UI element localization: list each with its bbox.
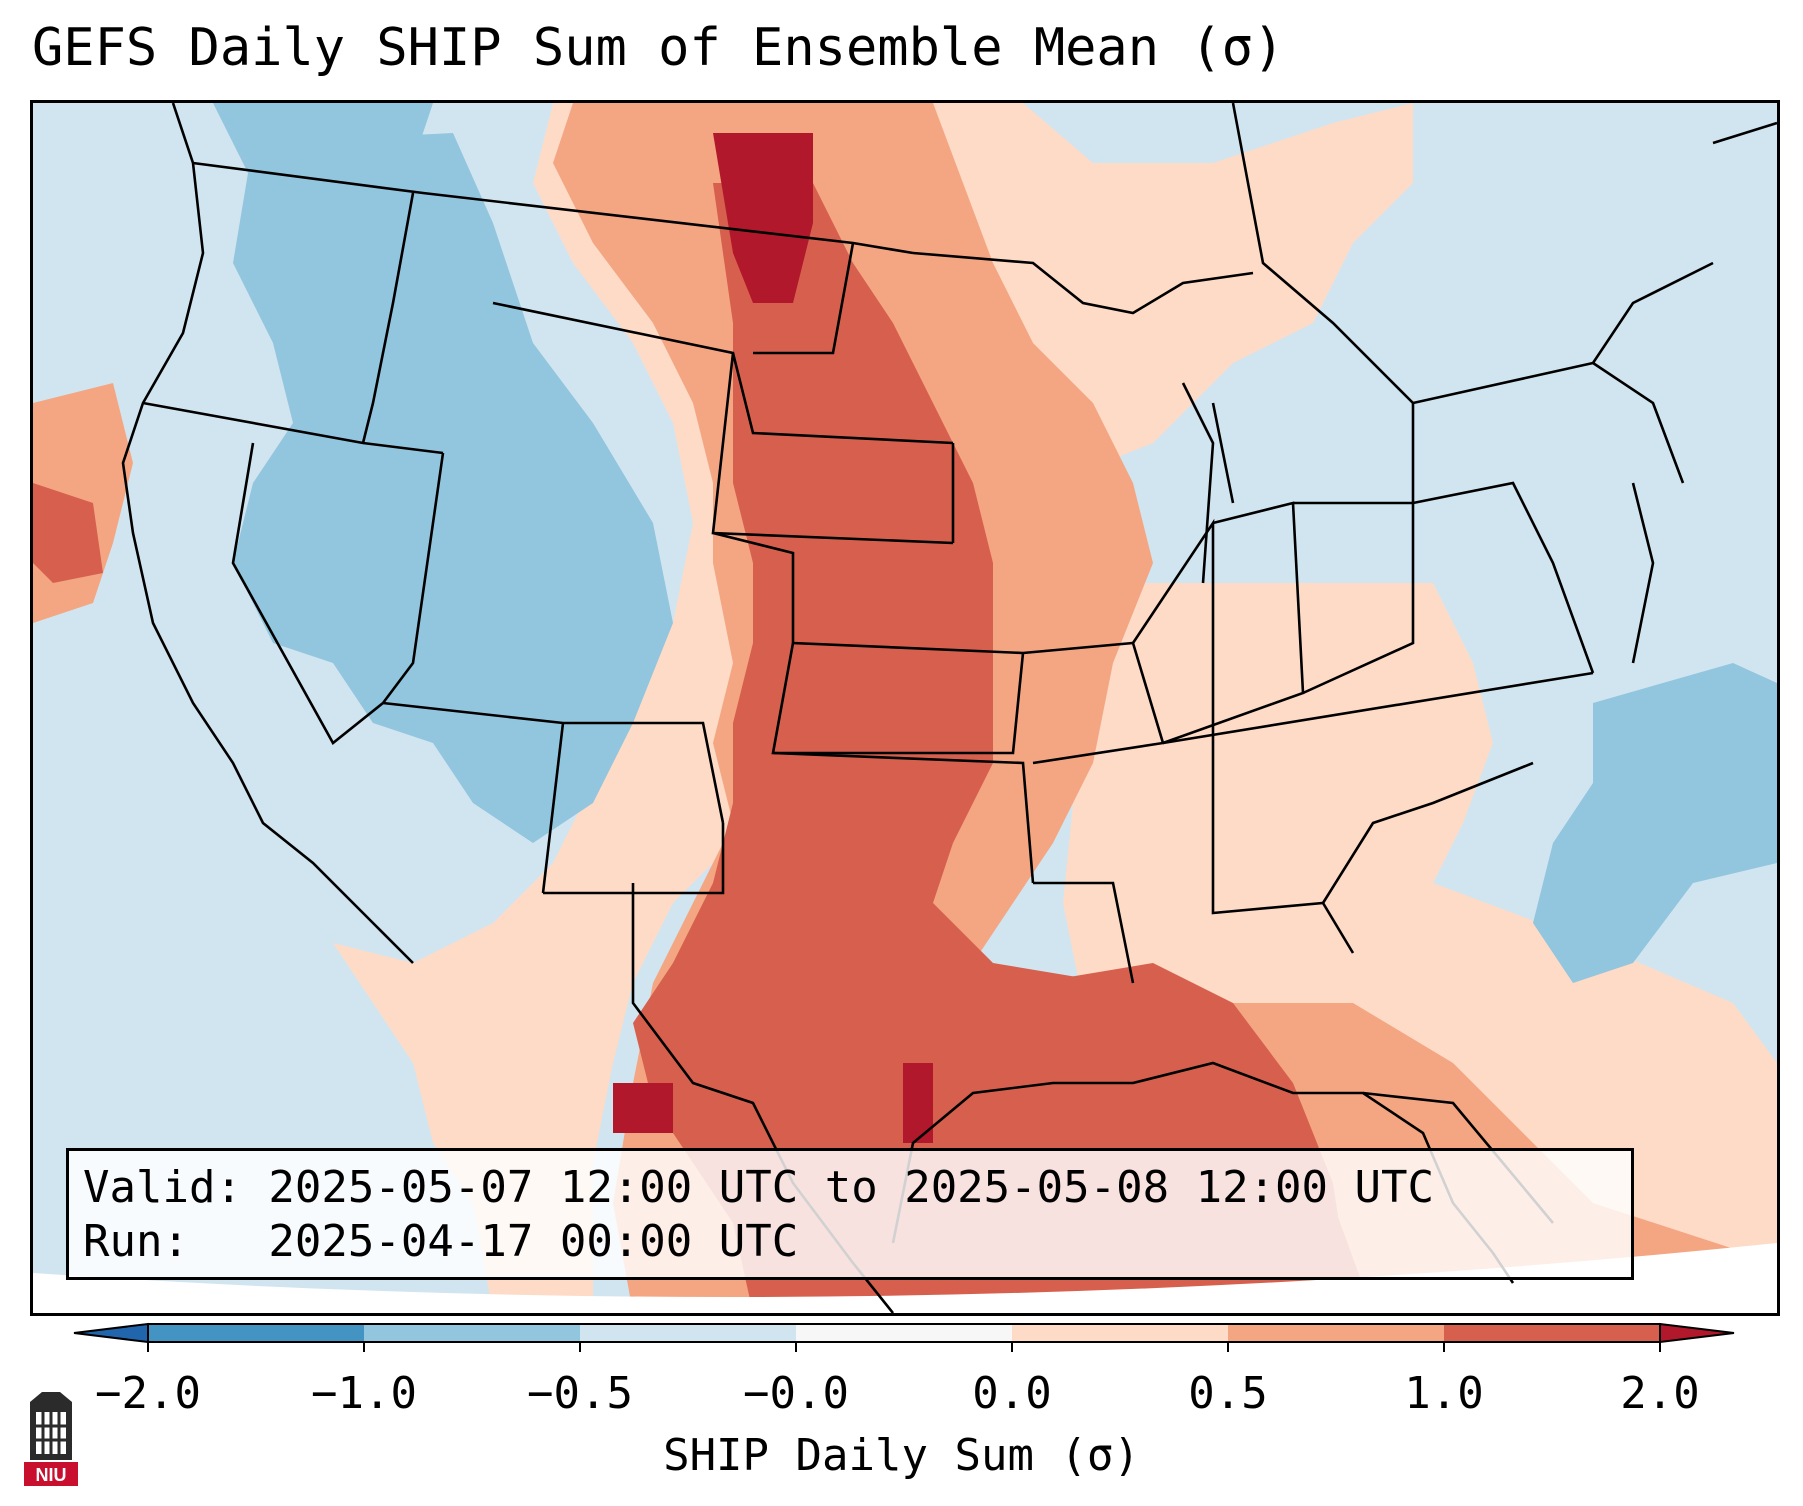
run-time-text: Run: 2025-04-17 00:00 UTC (83, 1216, 799, 1267)
field-medium-blue-ocean (1533, 663, 1777, 983)
colorbar-bin (1228, 1324, 1445, 1342)
colorbar-bin (1444, 1324, 1661, 1342)
field-medium-blue-washington (213, 103, 433, 193)
colorbar-bin (796, 1324, 1013, 1342)
niu-logo: NIU (24, 1392, 78, 1486)
field-medium-blue-west (233, 133, 673, 843)
field-northeast-neutral (1353, 163, 1777, 623)
colorbar-tick-label: 2.0 (1620, 1368, 1700, 1419)
valid-run-info-box: Valid: 2025-05-07 12:00 UTC to 2025-05-0… (66, 1148, 1634, 1280)
colorbar-tick-label: 1.0 (1404, 1368, 1484, 1419)
colorbar-bin (580, 1324, 797, 1342)
valid-time-text: Valid: 2025-05-07 12:00 UTC to 2025-05-0… (83, 1162, 1435, 1213)
colorbar-bin (1012, 1324, 1229, 1342)
field-light-red-region (333, 103, 1413, 1313)
colorbar-tick-label: −2.0 (95, 1368, 201, 1419)
shaded-map (33, 103, 1777, 1313)
colorbar-tick-label: 0.0 (972, 1368, 1052, 1419)
map-panel (30, 100, 1780, 1316)
colorbar-tick-label: 0.5 (1188, 1368, 1268, 1419)
colorbar-tick-label: −0.0 (743, 1368, 849, 1419)
colorbar-label: SHIP Daily Sum (σ) (663, 1430, 1140, 1481)
colorbar-under-triangle (73, 1322, 149, 1344)
colorbar-bin (148, 1324, 365, 1342)
field-dark-red-gulf (903, 1063, 933, 1143)
niu-logo-text: NIU (36, 1465, 67, 1485)
field-dark-red-texas (613, 1083, 673, 1133)
colorbar-tick-label: −0.5 (527, 1368, 633, 1419)
colorbar-tick-label: −1.0 (311, 1368, 417, 1419)
colorbar-over-triangle (1659, 1322, 1735, 1344)
map-title: GEFS Daily SHIP Sum of Ensemble Mean (σ) (32, 18, 1285, 78)
colorbar-bin (364, 1324, 581, 1342)
field-dark-red-dakota (713, 133, 813, 303)
state-borders (121, 103, 1777, 1313)
domain-edge (33, 1243, 1777, 1313)
field-westcoast-dark (33, 483, 103, 583)
colorbar (73, 1322, 1735, 1352)
